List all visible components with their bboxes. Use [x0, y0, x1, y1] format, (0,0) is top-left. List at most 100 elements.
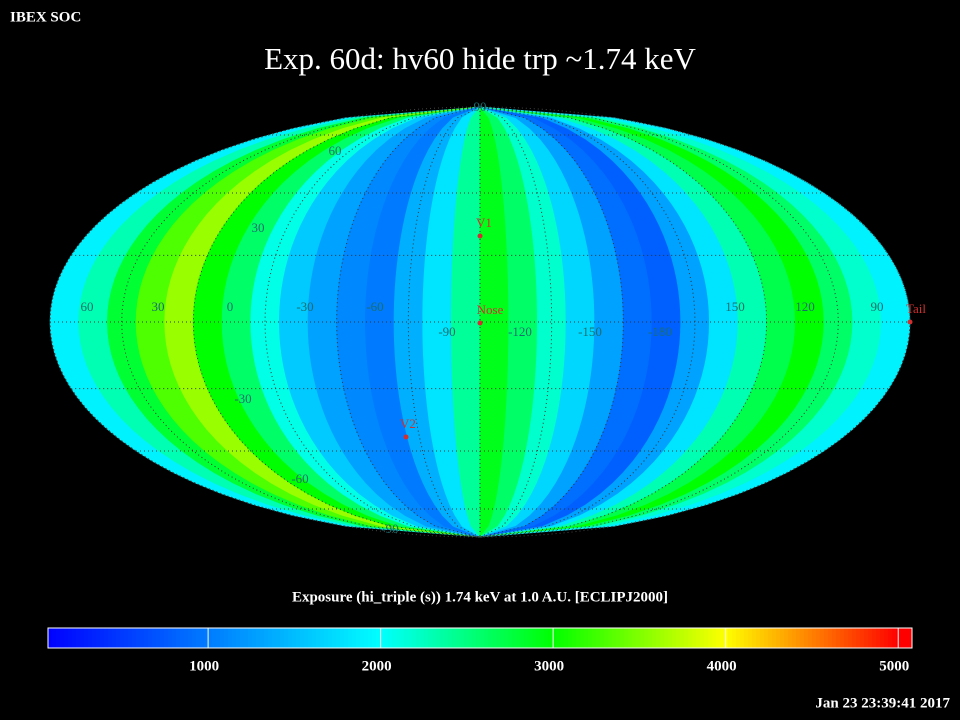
longitude-label: 60	[81, 299, 94, 314]
colorbar-segment	[388, 628, 393, 648]
colorbar-segment	[332, 628, 337, 648]
colorbar-segment	[508, 628, 513, 648]
latitude-label: -30	[234, 391, 251, 406]
colorbar-segment	[660, 628, 665, 648]
colorbar-segment	[860, 628, 865, 648]
colorbar-segment	[188, 628, 193, 648]
colorbar-segment	[52, 628, 57, 648]
marker-dot	[403, 434, 409, 440]
colorbar-segment	[568, 628, 573, 648]
colorbar-segment	[428, 628, 433, 648]
longitude-label: -180	[648, 324, 672, 339]
colorbar-segment	[864, 628, 869, 648]
header-label: IBEX SOC	[10, 9, 81, 25]
colorbar-segment	[704, 628, 709, 648]
colorbar-segment	[552, 628, 557, 648]
colorbar-segment	[136, 628, 141, 648]
colorbar-segment	[128, 628, 133, 648]
colorbar-segment	[180, 628, 185, 648]
colorbar-segment	[792, 628, 797, 648]
colorbar-segment	[376, 628, 381, 648]
colorbar-segment	[512, 628, 517, 648]
colorbar-segment	[596, 628, 601, 648]
colorbar-segment	[752, 628, 757, 648]
colorbar-segment	[868, 628, 873, 648]
colorbar-segment	[420, 628, 425, 648]
colorbar-segment	[804, 628, 809, 648]
colorbar: 1000 2000 3000 4000 5000	[47, 627, 913, 674]
colorbar-segment	[200, 628, 205, 648]
colorbar-segment	[900, 628, 905, 648]
colorbar-segment	[520, 628, 525, 648]
longitude-label: -30	[296, 299, 313, 314]
longitude-label: 0	[227, 299, 234, 314]
colorbar-segment	[368, 628, 373, 648]
colorbar-tick-label: 5000	[879, 658, 909, 674]
colorbar-segment	[588, 628, 593, 648]
colorbar-segment	[292, 628, 297, 648]
colorbar-segment	[884, 628, 889, 648]
colorbar-segment	[652, 628, 657, 648]
colorbar-segment	[400, 628, 405, 648]
colorbar-segment	[96, 628, 101, 648]
colorbar-segment	[108, 628, 113, 648]
longitude-label: -150	[578, 324, 602, 339]
colorbar-segment	[600, 628, 605, 648]
colorbar-segment	[632, 628, 637, 648]
longitude-label: 30	[152, 299, 165, 314]
colorbar-segment	[564, 628, 569, 648]
latitude-label: 60	[329, 143, 342, 158]
colorbar-segment	[404, 628, 409, 648]
longitude-label: -90	[438, 324, 455, 339]
colorbar-segment	[264, 628, 269, 648]
colorbar-segment	[296, 628, 301, 648]
colorbar-segment	[384, 628, 389, 648]
colorbar-segment	[56, 628, 61, 648]
colorbar-segment	[72, 628, 77, 648]
colorbar-segment	[764, 628, 769, 648]
colorbar-segment	[616, 628, 621, 648]
colorbar-segment	[88, 628, 93, 648]
colorbar-segment	[160, 628, 165, 648]
colorbar-segment	[556, 628, 561, 648]
colorbar-segment	[64, 628, 69, 648]
colorbar-segment	[408, 628, 413, 648]
colorbar-segment	[440, 628, 445, 648]
colorbar-segment	[228, 628, 233, 648]
colorbar-segment	[800, 628, 805, 648]
colorbar-segment	[904, 628, 909, 648]
colorbar-segment	[768, 628, 773, 648]
colorbar-segment	[780, 628, 785, 648]
colorbar-segment	[356, 628, 361, 648]
colorbar-segment	[612, 628, 617, 648]
colorbar-segment	[888, 628, 893, 648]
colorbar-segment	[788, 628, 793, 648]
colorbar-segment	[772, 628, 777, 648]
colorbar-segment	[892, 628, 897, 648]
colorbar-segment	[280, 628, 285, 648]
colorbar-segment	[340, 628, 345, 648]
colorbar-title: Exposure (hi_triple (s)) 1.74 keV at 1.0…	[292, 589, 668, 605]
longitude-label: -60	[366, 299, 383, 314]
colorbar-segment	[872, 628, 877, 648]
title: Exp. 60d: hv60 hide trp ~1.74 keV	[264, 41, 696, 76]
colorbar-segment	[852, 628, 857, 648]
colorbar-segment	[184, 628, 189, 648]
colorbar-segment	[284, 628, 289, 648]
marker-label: Nose	[477, 302, 504, 317]
latitude-label: -60	[291, 471, 308, 486]
colorbar-segment	[268, 628, 273, 648]
colorbar-tick-label: 4000	[707, 658, 737, 674]
colorbar-segment	[740, 628, 745, 648]
colorbar-segment	[252, 628, 257, 648]
colorbar-segment	[344, 628, 349, 648]
colorbar-segment	[812, 628, 817, 648]
colorbar-tick-label: 1000	[189, 658, 219, 674]
latitude-label: 30	[252, 220, 265, 235]
colorbar-segment	[576, 628, 581, 648]
timestamp: Jan 23 23:39:41 2017	[815, 695, 950, 711]
colorbar-segment	[144, 628, 149, 648]
colorbar-segment	[444, 628, 449, 648]
colorbar-segment	[100, 628, 105, 648]
